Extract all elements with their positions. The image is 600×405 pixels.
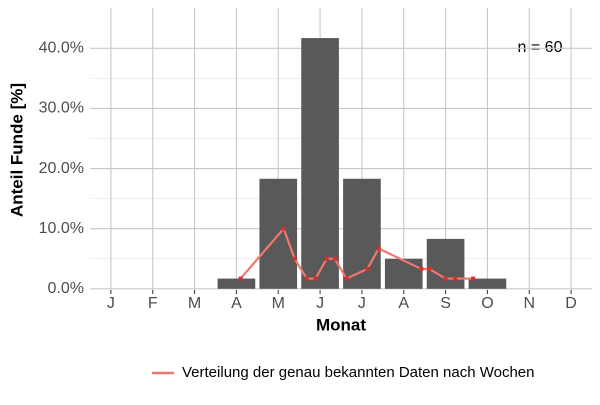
y-tick-label: 10.0% <box>39 220 84 237</box>
line-point <box>313 276 318 281</box>
legend-label: Verteilung der genau bekannten Daten nac… <box>182 364 535 381</box>
bar <box>217 278 256 289</box>
line-point <box>281 226 286 231</box>
x-axis-title: Monat <box>316 315 366 334</box>
y-tick-label: 20.0% <box>39 160 84 177</box>
bar <box>426 238 465 289</box>
x-tick-label: A <box>231 295 242 312</box>
x-tick-label: O <box>481 295 493 312</box>
y-tick-label: 40.0% <box>39 40 84 57</box>
x-tick-label: N <box>523 295 535 312</box>
line-point <box>332 256 337 261</box>
x-tick-label: D <box>565 295 577 312</box>
line-point <box>427 266 432 271</box>
line-point <box>365 266 370 271</box>
line-point <box>324 256 329 261</box>
x-tick-label: A <box>398 295 409 312</box>
y-tick-label: 30.0% <box>39 100 84 117</box>
line-point <box>453 276 458 281</box>
y-axis-title: Anteil Funde [%] <box>7 83 26 217</box>
annotation: n = 60 <box>518 39 563 56</box>
line-point <box>238 276 243 281</box>
line-point <box>419 266 424 271</box>
line-point <box>376 246 381 251</box>
x-tick-label: J <box>358 295 366 312</box>
line-point <box>304 276 309 281</box>
y-tick-label: 0.0% <box>48 280 84 297</box>
line-point <box>344 276 349 281</box>
x-tick-label: M <box>272 295 285 312</box>
x-tick-label: M <box>188 295 201 312</box>
x-tick-label: J <box>316 295 324 312</box>
bar <box>301 38 339 289</box>
line-point <box>443 276 448 281</box>
bar <box>468 278 507 289</box>
x-tick-label: J <box>107 295 115 312</box>
x-tick-label: S <box>440 295 451 312</box>
x-tick-label: F <box>148 295 158 312</box>
bar <box>384 258 423 289</box>
line-point <box>471 276 476 281</box>
line-point <box>292 256 297 261</box>
